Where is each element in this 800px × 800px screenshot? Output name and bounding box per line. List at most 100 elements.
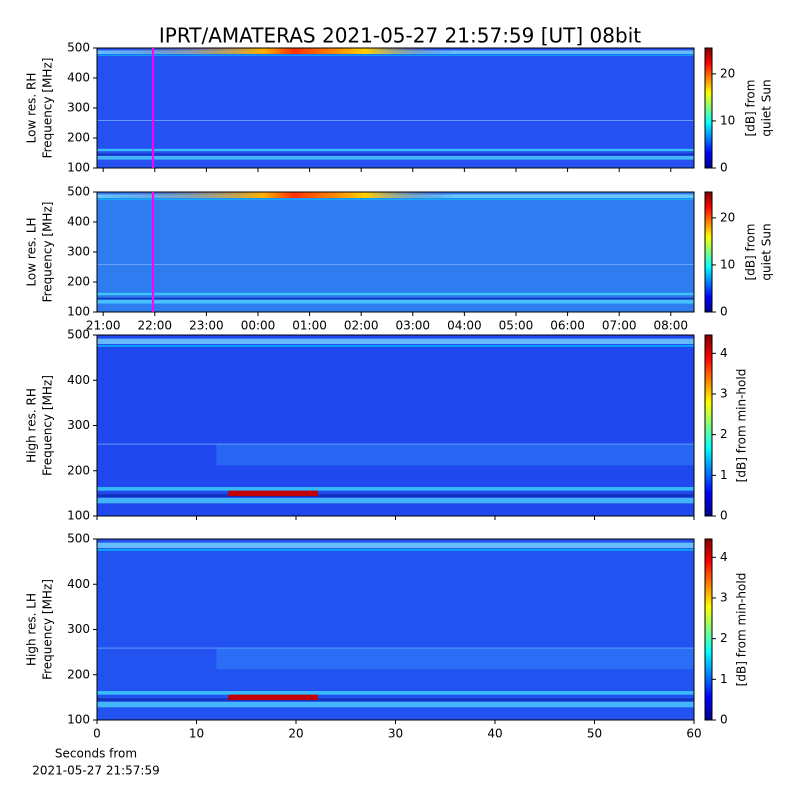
- spectrogram-band: [97, 344, 694, 347]
- colorbar-tick-label: 3: [720, 386, 728, 400]
- x-tick-label: 60: [686, 727, 701, 741]
- x-tick-label: 01:00: [292, 319, 327, 333]
- y-tick-label: 200: [67, 275, 90, 289]
- y-tick-label: 400: [67, 215, 90, 229]
- y-tick-label: 400: [67, 373, 90, 387]
- spectrogram-band: [97, 54, 694, 56]
- x-tick-label: 23:00: [189, 319, 224, 333]
- colorbar: [704, 334, 713, 517]
- spectrogram: [97, 192, 694, 312]
- y-tick-label: 300: [67, 101, 90, 115]
- x-tick-label: 0: [93, 727, 101, 741]
- spectrogram-glow: [216, 443, 694, 466]
- y-axis-label: High res. RH: [25, 388, 39, 463]
- colorbar-tick-label: 2: [720, 427, 728, 441]
- colorbar-tick-label: 0: [720, 509, 728, 523]
- spectrogram-band: [97, 647, 694, 649]
- chart-title: IPRT/AMATERAS 2021-05-27 21:57:59 [UT] 0…: [159, 24, 641, 48]
- y-tick-label: 500: [67, 185, 90, 199]
- spectrogram-band: [97, 701, 694, 708]
- colorbar: [704, 47, 713, 169]
- colorbar-tick-label: 3: [720, 590, 728, 604]
- colorbar-label: quiet Sun: [760, 79, 774, 136]
- spectrogram-burst: [228, 490, 318, 497]
- y-tick-label: 200: [67, 131, 90, 145]
- y-axis-label: Frequency [MHz]: [41, 58, 55, 159]
- y-axis-label: Low res. LH: [25, 217, 39, 286]
- x-tick-label: 22:00: [137, 319, 172, 333]
- x-tick-label: 06:00: [550, 319, 585, 333]
- spectrogram-band: [97, 494, 694, 497]
- spectrogram-band: [97, 153, 694, 156]
- spectrogram-band: [97, 198, 694, 200]
- colorbar-label: [dB] from: [744, 80, 758, 137]
- colorbar-tick-label: 20: [720, 66, 735, 80]
- colorbar-tick-label: 0: [720, 161, 728, 175]
- y-tick-label: 300: [67, 622, 90, 636]
- spectrogram-band: [97, 338, 694, 345]
- spectrogram-band: [97, 691, 694, 695]
- y-tick-label: 500: [67, 532, 90, 546]
- spectrogram-band: [97, 148, 694, 152]
- colorbar: [704, 538, 713, 721]
- y-axis-label: Frequency [MHz]: [41, 375, 55, 476]
- colorbar-label: quiet Sun: [760, 223, 774, 280]
- y-axis-label: Frequency [MHz]: [41, 579, 55, 680]
- colorbar: [704, 191, 713, 313]
- y-axis-label: High res. LH: [25, 593, 39, 666]
- x-axis-label: 2021-05-27 21:57:59: [32, 764, 159, 778]
- spectrogram-band: [97, 698, 694, 701]
- x-tick-label: 20: [288, 727, 303, 741]
- y-tick-label: 200: [67, 667, 90, 681]
- y-tick-label: 400: [67, 577, 90, 591]
- x-tick-label: 00:00: [241, 319, 276, 333]
- colorbar-tick-label: 20: [720, 210, 735, 224]
- spectrogram-band: [97, 542, 694, 549]
- colorbar-tick-label: 2: [720, 631, 728, 645]
- y-tick-label: 400: [67, 71, 90, 85]
- y-tick-label: 500: [67, 328, 90, 342]
- y-tick-label: 500: [67, 41, 90, 55]
- spectrogram-band: [97, 292, 694, 296]
- spectrogram: [97, 539, 694, 720]
- spectrogram-glow: [216, 647, 694, 670]
- colorbar-tick-label: 1: [720, 468, 728, 482]
- x-tick-label: 08:00: [653, 319, 688, 333]
- colorbar-tick-label: 1: [720, 672, 728, 686]
- spectrogram-band: [97, 300, 694, 304]
- y-axis-label: Low res. RH: [25, 73, 39, 144]
- y-tick-label: 100: [67, 305, 90, 319]
- spectrogram-band: [97, 497, 694, 504]
- y-tick-label: 200: [67, 463, 90, 477]
- colorbar-tick-label: 10: [720, 257, 735, 271]
- y-tick-label: 100: [67, 509, 90, 523]
- y-tick-label: 100: [67, 161, 90, 175]
- colorbar-tick-label: 10: [720, 113, 735, 127]
- x-axis-label: Seconds from: [55, 747, 137, 761]
- spectrogram-burst: [97, 48, 694, 54]
- x-tick-label: 03:00: [395, 319, 430, 333]
- spectrogram-band: [97, 548, 694, 551]
- colorbar-tick-label: 4: [720, 346, 728, 360]
- spectrogram-band: [97, 156, 694, 160]
- x-tick-label: 05:00: [499, 319, 534, 333]
- spectrogram-band: [97, 487, 694, 491]
- x-tick-label: 07:00: [602, 319, 637, 333]
- colorbar-label: [dB] from min-hold: [735, 369, 749, 483]
- x-tick-label: 50: [587, 727, 602, 741]
- colorbar-tick-label: 4: [720, 550, 728, 564]
- spectrogram: [97, 335, 694, 516]
- colorbar-tick-label: 0: [720, 305, 728, 319]
- spectrogram: [97, 48, 694, 168]
- x-tick-label: 40: [487, 727, 502, 741]
- spectrogram-band: [97, 264, 694, 265]
- x-tick-label: 21:00: [86, 319, 121, 333]
- spectrogram-band: [97, 443, 694, 445]
- x-tick-label: 30: [388, 727, 403, 741]
- x-tick-label: 04:00: [447, 319, 482, 333]
- x-tick-label: 10: [189, 727, 204, 741]
- colorbar-label: [dB] from min-hold: [735, 573, 749, 687]
- spectrogram-band: [97, 297, 694, 300]
- colorbar-tick-label: 0: [720, 713, 728, 727]
- y-axis-label: Frequency [MHz]: [41, 202, 55, 303]
